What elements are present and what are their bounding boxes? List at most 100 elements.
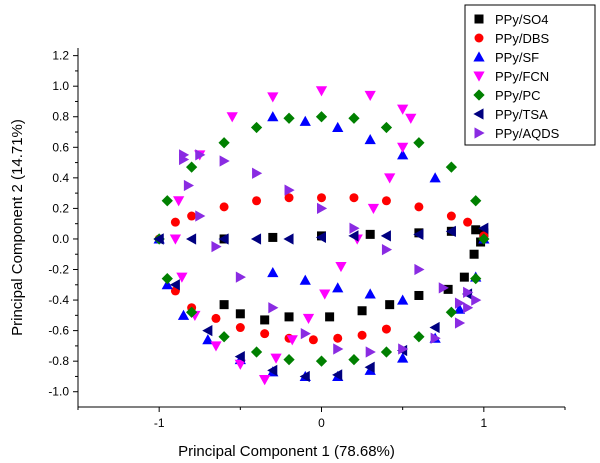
data-point — [317, 202, 328, 215]
data-point — [169, 234, 182, 245]
data-point — [267, 111, 279, 122]
data-point — [283, 354, 295, 366]
data-point — [250, 346, 263, 358]
data-point — [186, 161, 198, 173]
legend-marker — [474, 127, 485, 139]
data-point — [202, 324, 213, 337]
data-point — [332, 369, 343, 381]
legend-marker — [474, 33, 484, 43]
data-point — [286, 335, 298, 346]
x-tick-label: 0 — [318, 416, 325, 430]
data-point — [302, 313, 315, 325]
data-point — [380, 121, 393, 134]
data-point — [397, 352, 409, 363]
data-point — [267, 364, 278, 376]
data-point — [367, 203, 380, 215]
data-point — [454, 297, 466, 309]
data-point — [170, 217, 180, 227]
data-point — [235, 309, 245, 319]
data-point — [470, 273, 482, 285]
data-point — [357, 330, 367, 340]
data-point — [300, 328, 311, 340]
data-point — [397, 104, 409, 115]
data-point — [463, 286, 474, 299]
data-point — [284, 193, 294, 203]
data-point — [268, 302, 279, 314]
y-tick-label: -1.0 — [48, 385, 69, 399]
axes: -1.0 -0.8 -0.6 -0.4 -0.2 0.0 0.2 0.4 0.6 0.8 1.0 1.… — [48, 48, 566, 430]
data-point — [429, 172, 441, 183]
data-point — [259, 375, 271, 386]
data-point — [478, 233, 490, 245]
data-point — [397, 294, 409, 305]
data-point — [250, 233, 262, 245]
legend-marker — [473, 51, 485, 62]
data-point — [380, 346, 393, 358]
data-point — [471, 294, 482, 306]
data-point — [349, 222, 360, 234]
data-point — [348, 354, 360, 366]
y-tick-label: -0.4 — [48, 293, 69, 307]
data-point — [445, 306, 457, 318]
data-point — [195, 210, 206, 222]
y-tick-label: -0.6 — [48, 324, 69, 338]
data-point — [315, 111, 328, 123]
series-ppy-tsa — [153, 222, 489, 383]
x-tick-label: -1 — [154, 416, 165, 430]
data-point — [478, 222, 489, 234]
data-point — [218, 233, 229, 245]
x-tick-label: 1 — [480, 416, 487, 430]
y-tick-label: -0.2 — [48, 263, 69, 277]
data-point — [325, 312, 335, 322]
y-tick-label: 0.6 — [52, 140, 69, 154]
data-point — [463, 302, 474, 314]
data-point — [267, 92, 279, 103]
data-point — [357, 306, 367, 316]
data-point — [335, 261, 347, 273]
data-point — [453, 303, 466, 314]
data-point — [405, 113, 417, 124]
data-point — [384, 173, 396, 184]
legend-entry: PPy/PC — [473, 88, 541, 103]
data-point — [176, 272, 188, 283]
data-point — [398, 343, 409, 355]
data-point — [319, 289, 331, 300]
data-point — [364, 134, 376, 145]
data-point — [173, 196, 185, 207]
data-point — [299, 274, 311, 285]
legend-label: PPy/DBS — [495, 31, 550, 46]
data-point — [413, 137, 425, 149]
data-point — [348, 230, 359, 242]
data-point — [317, 193, 326, 203]
data-point — [381, 324, 391, 334]
x-axis-title: Principal Component 1 (78.68%) — [178, 443, 395, 460]
data-point — [308, 335, 318, 345]
data-point — [397, 142, 409, 153]
data-point — [430, 332, 441, 344]
data-point — [299, 115, 311, 126]
legend-label: PPy/PC — [495, 88, 541, 103]
data-point — [463, 217, 473, 227]
data-point — [218, 331, 230, 343]
data-point — [414, 202, 424, 212]
data-point — [365, 346, 376, 358]
data-point — [315, 231, 326, 244]
legend-entry: PPy/AQDS — [474, 126, 560, 141]
legend-entry: PPy/DBS — [474, 31, 550, 46]
legend-entry: PPy/SF — [473, 50, 539, 65]
data-point — [169, 279, 180, 291]
data-point — [211, 240, 222, 253]
data-point — [470, 195, 482, 207]
data-point — [186, 306, 198, 318]
y-tick-label: 0.4 — [52, 171, 69, 185]
legend-marker — [474, 14, 484, 24]
data-point — [219, 155, 230, 167]
data-point — [459, 272, 469, 282]
y-tick-label: 1.2 — [52, 49, 69, 63]
data-point — [235, 323, 245, 333]
data-point — [365, 229, 375, 239]
data-point — [283, 112, 295, 124]
data-point — [179, 153, 190, 166]
data-point — [234, 359, 246, 370]
data-point — [177, 309, 190, 320]
